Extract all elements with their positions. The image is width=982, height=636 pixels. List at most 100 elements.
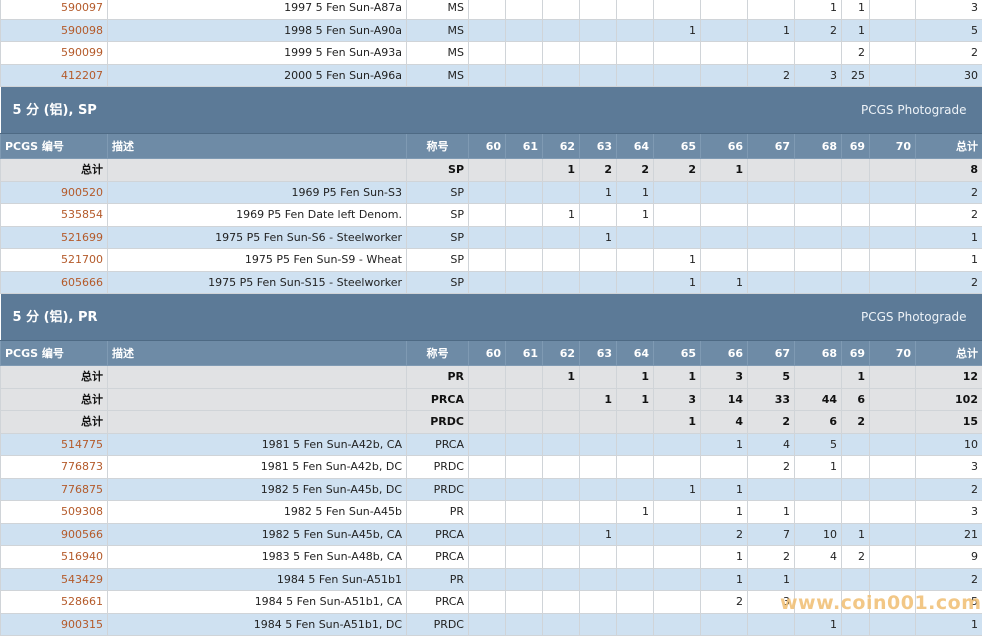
pcgs-number-link[interactable]: 900520 (61, 186, 103, 199)
grade-count-cell (506, 249, 543, 272)
total-count-cell: 102 (916, 388, 982, 411)
pcgs-number-link[interactable]: 605666 (61, 276, 103, 289)
grade-count-cell (870, 159, 916, 182)
header-grade-62[interactable]: 62 (543, 134, 580, 159)
grade-count-cell (580, 613, 617, 636)
header-pcgs-number[interactable]: PCGS 编号 (1, 134, 108, 159)
grade-count-cell (870, 501, 916, 524)
grade-count-cell (580, 0, 617, 19)
header-grade-60[interactable]: 60 (469, 341, 506, 366)
header-grade-67[interactable]: 67 (748, 134, 795, 159)
header-grade-70[interactable]: 70 (870, 134, 916, 159)
header-grade-70[interactable]: 70 (870, 341, 916, 366)
pcgs-number-link[interactable]: 509308 (61, 505, 103, 518)
pcgs-number-link[interactable]: 776875 (61, 483, 103, 496)
grade-count-cell (617, 64, 654, 87)
header-grade-69[interactable]: 69 (842, 341, 870, 366)
grade-count-cell (870, 568, 916, 591)
grade-count-cell (795, 366, 842, 389)
grade-count-cell: 2 (748, 456, 795, 479)
grade-count-cell (795, 568, 842, 591)
grade-count-cell (469, 366, 506, 389)
header-description[interactable]: 描述 (108, 341, 407, 366)
pcgs-number-link[interactable]: 514775 (61, 438, 103, 451)
grade-count-cell (870, 388, 916, 411)
grade-count-cell: 1 (795, 0, 842, 19)
grade-count-cell (842, 613, 870, 636)
grade-count-cell (469, 181, 506, 204)
grade-count-cell: 2 (617, 159, 654, 182)
description-cell: 1999 5 Fen Sun-A93a (108, 42, 407, 65)
header-grade-69[interactable]: 69 (842, 134, 870, 159)
pcgs-number-link[interactable]: 590097 (61, 1, 103, 14)
header-grade-64[interactable]: 64 (617, 341, 654, 366)
header-grade-60[interactable]: 60 (469, 134, 506, 159)
grade-count-cell: 33 (748, 388, 795, 411)
pcgs-number-link[interactable]: 521699 (61, 231, 103, 244)
total-count-cell: 9 (916, 546, 982, 569)
header-total[interactable]: 总计 (916, 341, 982, 366)
pcgs-number-link[interactable]: 900566 (61, 528, 103, 541)
pcgs-number-link[interactable]: 590099 (61, 46, 103, 59)
pcgs-number-link[interactable]: 412207 (61, 69, 103, 82)
grade-count-cell (469, 64, 506, 87)
total-count-cell: 2 (916, 271, 982, 294)
total-count-cell: 2 (916, 204, 982, 227)
grade-count-cell (870, 433, 916, 456)
pcgs-number-link[interactable]: 590098 (61, 24, 103, 37)
designation-cell: MS (407, 19, 469, 42)
photograde-link[interactable]: PCGS Photograde (861, 100, 978, 121)
header-total[interactable]: 总计 (916, 134, 982, 159)
pcgs-number-cell: 516940 (1, 546, 108, 569)
pcgs-number-link[interactable]: 543429 (61, 573, 103, 586)
grade-count-cell (543, 613, 580, 636)
pcgs-number-cell: 514775 (1, 433, 108, 456)
header-grade-66[interactable]: 66 (701, 341, 748, 366)
grade-count-cell (543, 501, 580, 524)
pcgs-number-link[interactable]: 528661 (61, 595, 103, 608)
grade-count-cell (870, 366, 916, 389)
header-grade-68[interactable]: 68 (795, 341, 842, 366)
header-grade-63[interactable]: 63 (580, 134, 617, 159)
header-grade-67[interactable]: 67 (748, 341, 795, 366)
grade-count-cell: 6 (842, 388, 870, 411)
section-title: 5 分 (铝), SP (5, 100, 97, 121)
pcgs-number-link[interactable]: 535854 (61, 208, 103, 221)
header-grade-61[interactable]: 61 (506, 134, 543, 159)
header-grade-61[interactable]: 61 (506, 341, 543, 366)
grade-count-cell (617, 523, 654, 546)
header-pcgs-number[interactable]: PCGS 编号 (1, 341, 108, 366)
designation-cell: MS (407, 64, 469, 87)
header-designation[interactable]: 称号 (407, 341, 469, 366)
header-grade-65[interactable]: 65 (654, 341, 701, 366)
grade-count-cell (506, 523, 543, 546)
pcgs-number-link[interactable]: 776873 (61, 460, 103, 473)
photograde-link[interactable]: PCGS Photograde (861, 307, 978, 328)
grade-count-cell (469, 591, 506, 614)
description-cell: 1981 5 Fen Sun-A42b, CA (108, 433, 407, 456)
pcgs-number-link[interactable]: 900315 (61, 618, 103, 631)
header-grade-64[interactable]: 64 (617, 134, 654, 159)
pcgs-number-link[interactable]: 521700 (61, 253, 103, 266)
header-grade-65[interactable]: 65 (654, 134, 701, 159)
header-grade-62[interactable]: 62 (543, 341, 580, 366)
grade-count-cell (580, 591, 617, 614)
grade-count-cell: 1 (701, 271, 748, 294)
designation-cell: PR (407, 366, 469, 389)
grade-count-cell (654, 613, 701, 636)
header-grade-68[interactable]: 68 (795, 134, 842, 159)
grade-count-cell (842, 249, 870, 272)
header-designation[interactable]: 称号 (407, 134, 469, 159)
grade-count-cell (617, 226, 654, 249)
description-cell: 1975 P5 Fen Sun-S6 - Steelworker (108, 226, 407, 249)
grade-count-cell: 4 (795, 546, 842, 569)
header-grade-66[interactable]: 66 (701, 134, 748, 159)
designation-cell: SP (407, 226, 469, 249)
header-description[interactable]: 描述 (108, 134, 407, 159)
pcgs-number-link[interactable]: 516940 (61, 550, 103, 563)
header-grade-63[interactable]: 63 (580, 341, 617, 366)
grade-count-cell (870, 42, 916, 65)
